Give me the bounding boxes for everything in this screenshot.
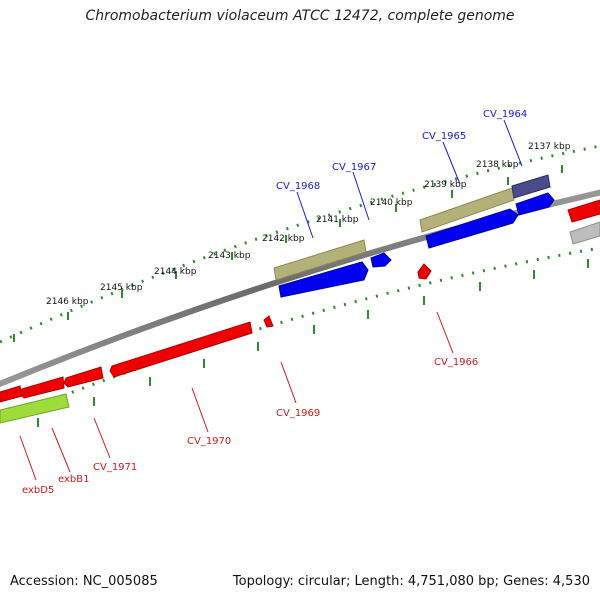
scale-label-2145: 2145 kbp	[100, 283, 143, 293]
scale-label-2142: 2142 kbp	[262, 234, 305, 244]
label-cv1966: CV_1966	[434, 357, 478, 368]
label-cv1965: CV_1965	[422, 131, 466, 142]
scale-label-2140: 2140 kbp	[370, 198, 413, 208]
gene-cv1966	[417, 263, 432, 280]
reverse-leader-lines	[19, 311, 454, 481]
label-exbd5: exbD5	[22, 485, 54, 496]
gene-cv1971	[63, 366, 104, 388]
gene-cv1970	[109, 321, 253, 378]
scale-label-2139: 2139 kbp	[424, 180, 467, 190]
gene-cv1964	[515, 192, 555, 216]
forward-genes	[278, 192, 555, 298]
gray-feature	[569, 221, 600, 245]
gene-cv1969	[263, 315, 274, 328]
label-cv1967: CV_1967	[332, 162, 376, 173]
olive-feature-cv1965	[419, 187, 515, 233]
scale-label-2146: 2146 kbp	[46, 297, 89, 307]
label-cv1964: CV_1964	[483, 109, 527, 120]
gene-cv1968	[278, 261, 369, 298]
accession-text: Accession: NC_005085	[10, 574, 158, 589]
scale-label-2141: 2141 kbp	[316, 215, 359, 225]
forward-gene-labels: CV_1964 CV_1965 CV_1967 CV_1968	[276, 109, 527, 192]
inner-tick-ring	[0, 246, 600, 422]
gene-cv1967	[370, 252, 392, 268]
scale-label-2138: 2138 kbp	[476, 160, 519, 170]
outer-tick-ring	[0, 144, 600, 344]
label-cv1968: CV_1968	[276, 181, 320, 192]
label-cv1970: CV_1970	[187, 436, 231, 447]
purple-feature-cv1964	[511, 174, 551, 199]
outer-major-ticks	[13, 165, 563, 342]
scale-label-2144: 2144 kbp	[154, 267, 197, 277]
scale-labels: 2137 kbp 2138 kbp 2139 kbp 2140 kbp 2141…	[46, 142, 571, 307]
olive-feature-cv1968	[273, 239, 367, 281]
reverse-gene-labels: CV_1966 CV_1969 CV_1970 CV_1971 exbB1 ex…	[22, 357, 478, 496]
gene-cv1965	[425, 208, 519, 249]
scale-label-2137: 2137 kbp	[528, 142, 571, 152]
reverse-genes	[0, 199, 600, 403]
label-cv1969: CV_1969	[276, 408, 320, 419]
genome-title: Chromobacterium violaceum ATCC 12472, co…	[85, 8, 515, 24]
topology-text: Topology: circular; Length: 4,751,080 bp…	[232, 574, 590, 589]
inner-major-ticks	[37, 259, 589, 427]
lime-feature	[0, 393, 70, 424]
gene-exbB1	[19, 376, 65, 399]
scale-label-2143: 2143 kbp	[208, 251, 251, 261]
label-exbb1: exbB1	[58, 474, 89, 485]
outer-track-features	[273, 174, 551, 281]
forward-leader-lines	[296, 119, 523, 239]
gene-right-edge	[567, 199, 600, 223]
label-cv1971: CV_1971	[93, 462, 137, 473]
gene-exbD5	[0, 385, 23, 403]
